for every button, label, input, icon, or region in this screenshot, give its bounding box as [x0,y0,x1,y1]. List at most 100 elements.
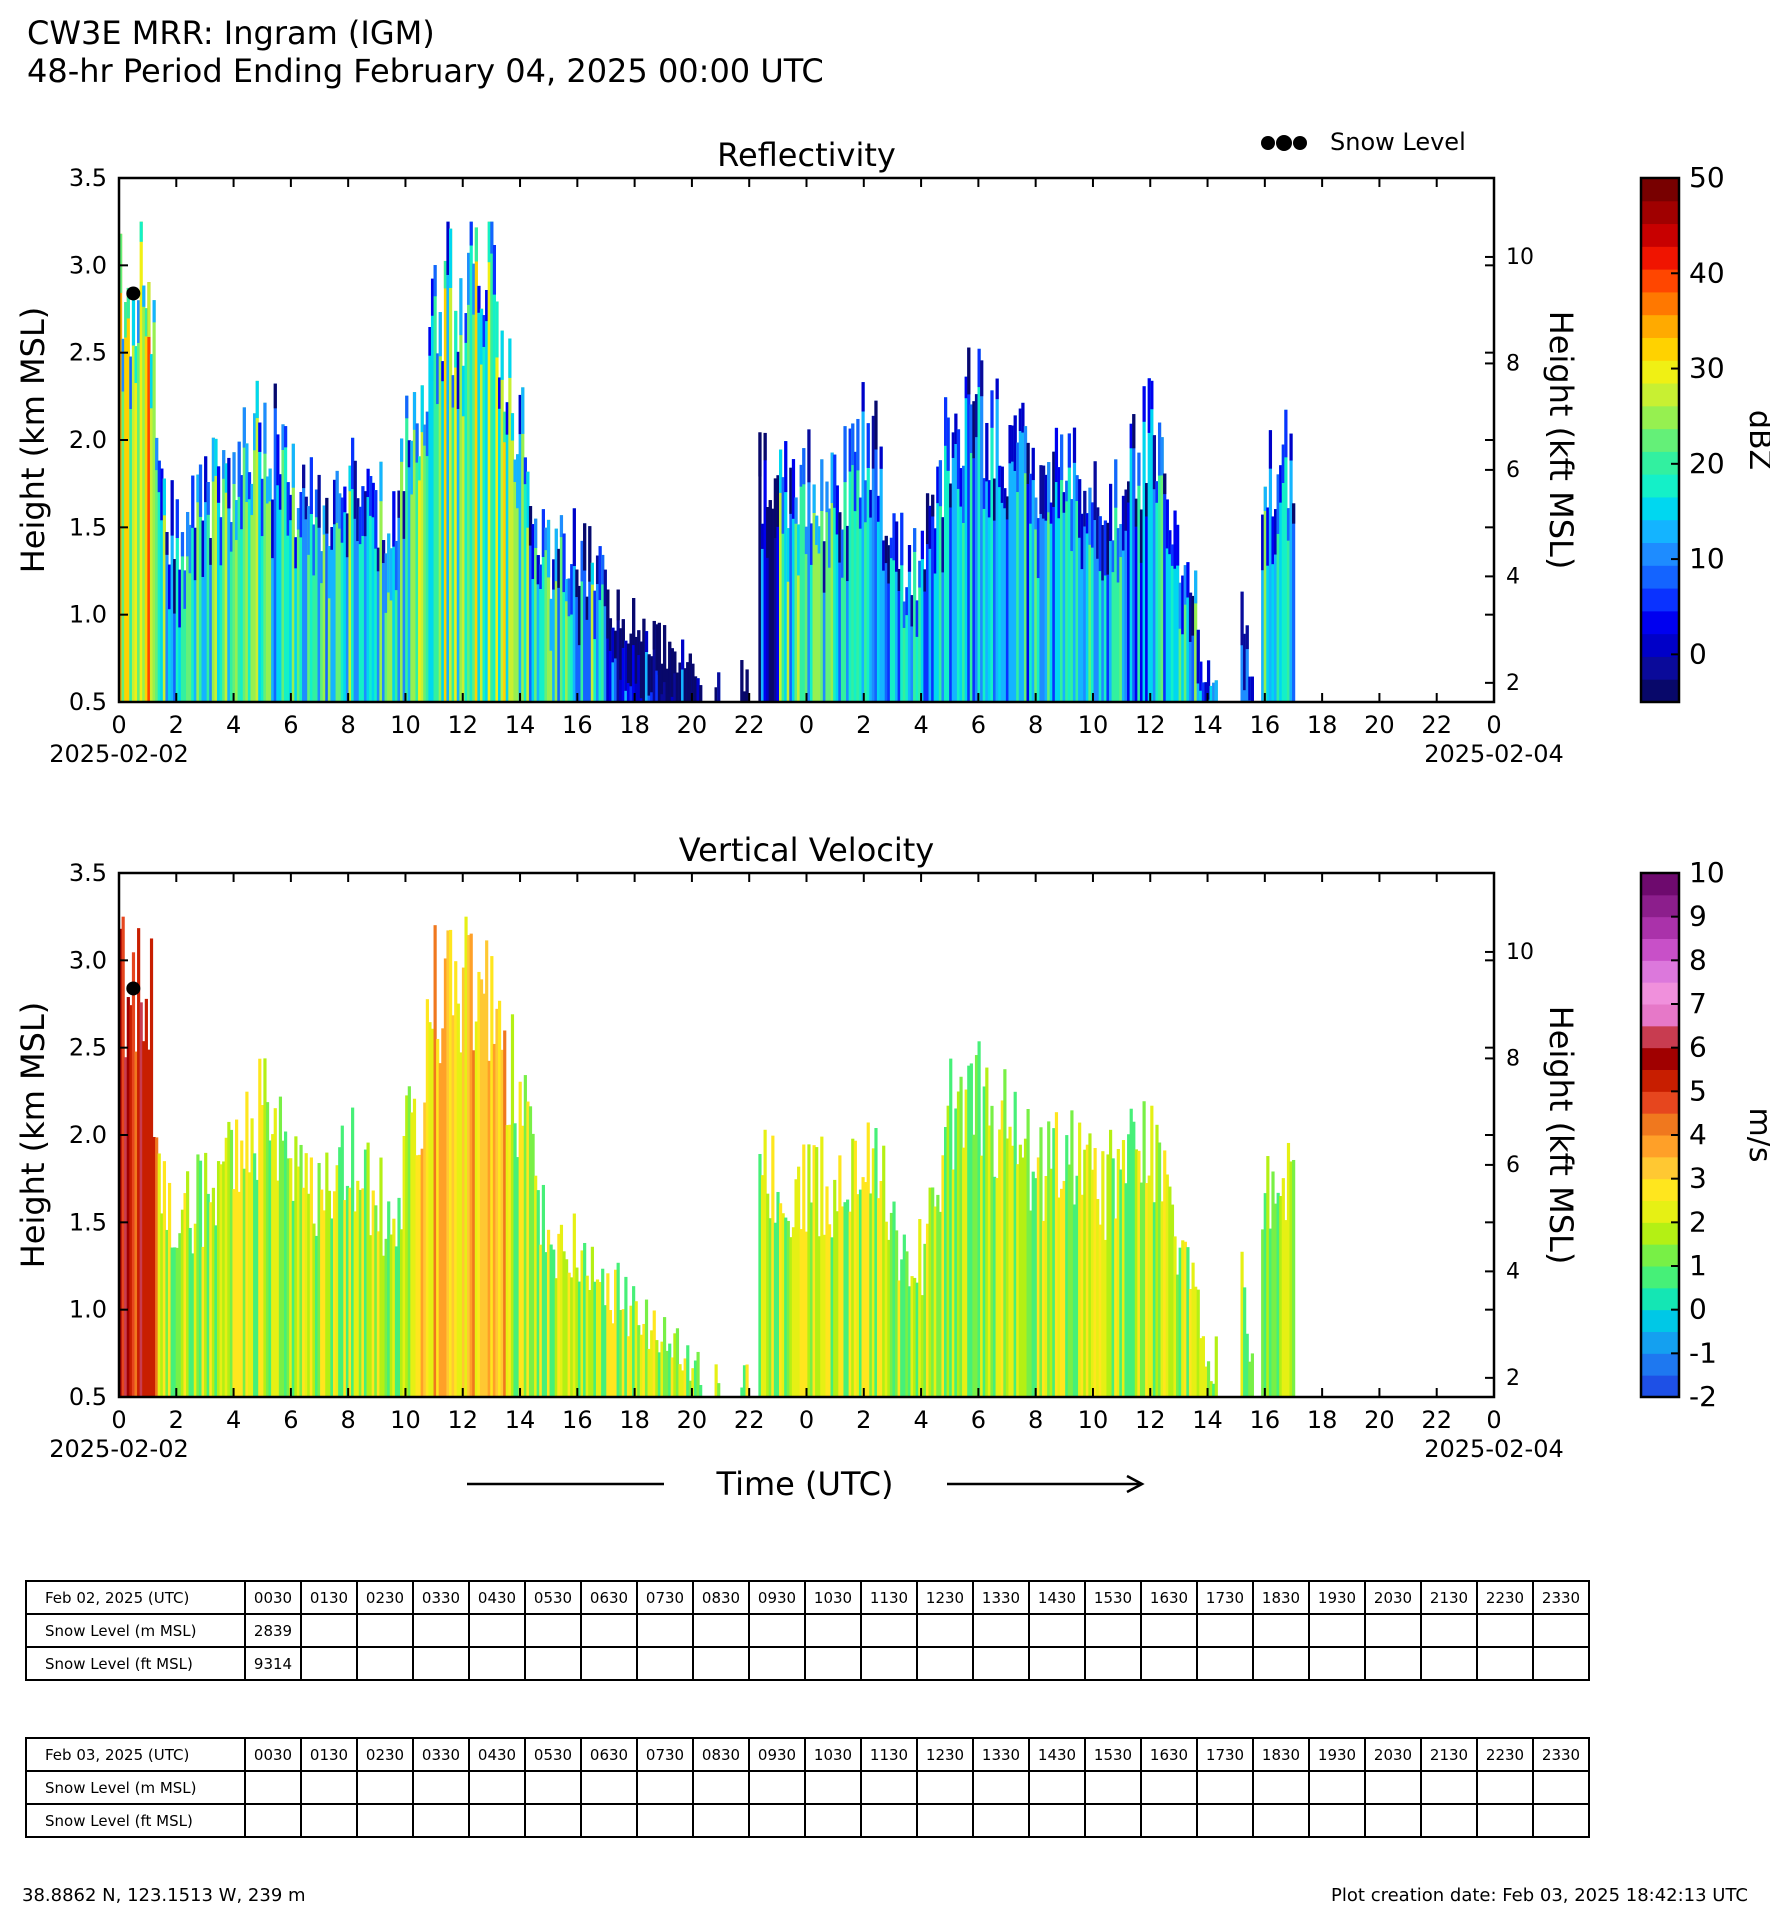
heatmap-column [1134,1149,1138,1397]
heatmap-column [487,1060,491,1397]
table-cell [748,1613,806,1648]
heatmap-column-top [1139,509,1144,563]
heatmap-column [1000,466,1004,702]
heatmap-column [915,1282,919,1397]
heatmap-column [768,500,772,702]
heatmap-column-top [1160,437,1164,476]
x-tick-label: 0 [799,711,814,739]
table-cell [356,1803,414,1838]
heatmap-column [384,553,388,702]
heatmap-column [227,1121,231,1397]
heatmap-column-top [915,600,919,637]
heatmap-column-top [686,662,690,702]
colorbar-segment [1641,1222,1679,1245]
heatmap-column-top [593,590,597,640]
heatmap-column [892,513,896,702]
heatmap-column [271,1134,275,1397]
heatmap-column [497,377,502,702]
heatmap-column [490,221,494,702]
x-tick-label: 10 [390,1406,421,1434]
heatmap-column-top [237,441,241,497]
heatmap-column [536,555,540,702]
heatmap-column [291,443,295,702]
table-cell [1532,1613,1590,1648]
heatmap-column [549,1244,553,1397]
heatmap-column [1261,514,1265,702]
heatmap-column-top [1018,408,1022,432]
heatmap-column [1142,386,1146,702]
heatmap-column [495,301,499,702]
heatmap-column-top [495,301,499,358]
heatmap-column-top [1060,434,1064,481]
heatmap-column [513,459,517,702]
heatmap-column [196,474,200,702]
heatmap-column [467,252,471,703]
heatmap-column-top [822,541,827,593]
heatmap-column [833,1179,837,1397]
heatmap-column [673,651,677,702]
heatmap-column [1134,498,1138,702]
heatmap-column [1008,1126,1012,1397]
heatmap-column [546,519,551,702]
heatmap-column-top [784,441,788,493]
heatmap-column [1139,509,1144,702]
y-tick-label: 1.5 [69,513,107,541]
heatmap-column [580,540,584,702]
heatmap-column [995,1178,999,1397]
heatmap-column [340,497,344,702]
heatmap-column [456,1003,460,1397]
heatmap-column [325,497,329,702]
heatmap-column [1268,430,1273,702]
heatmap-column [170,1247,174,1397]
heatmap-column [371,1190,375,1397]
heatmap-column [900,512,904,702]
heatmap-column [173,1247,177,1397]
heatmap-column [518,394,522,702]
heatmap-column [763,432,767,702]
heatmap-column-top [454,310,458,368]
heatmap-columns [119,221,1296,703]
table-cell [748,1646,806,1681]
heatmap-column [980,1155,984,1397]
heatmap-column-top [559,515,564,538]
heatmap-column [1054,1112,1059,1397]
heatmap-column [784,441,788,702]
heatmap-column [766,1193,770,1397]
heatmap-column [760,1175,765,1397]
heatmap-column-top [142,285,146,307]
heatmap-column [771,1135,775,1397]
heatmap-column-top [660,663,664,695]
heatmap-column-top [389,548,393,601]
heatmap-column [149,938,154,1397]
heatmap-column [928,1187,932,1397]
x-tick-label: 8 [1028,711,1043,739]
heatmap-column-top [758,432,762,477]
heatmap-column [1248,1361,1252,1397]
heatmap-column-top [394,540,399,591]
heatmap-column [1119,524,1123,702]
table-cell: 0930 [748,1580,806,1615]
colorbar-segment [1641,246,1679,270]
heatmap-column [394,540,399,702]
heatmap-column [1101,1151,1105,1397]
heatmap-column [446,221,450,702]
heatmap-column-top [165,532,169,555]
heatmap-column [969,404,973,702]
heatmap-column [931,1187,935,1397]
table-cell [972,1803,1030,1838]
heatmap-column [322,505,326,702]
heatmap-column [204,1152,208,1397]
heatmap-column [302,1187,306,1397]
heatmap-column [848,1211,852,1397]
heatmap-column-top [1248,676,1252,701]
heatmap-column [853,1140,857,1397]
heatmap-column [962,1147,966,1397]
heatmap-column [302,464,306,702]
colorbar-tick-label: 30 [1689,352,1725,385]
heatmap-column-top [340,497,344,543]
heatmap-column-top [959,468,963,507]
heatmap-column [1062,1180,1066,1397]
heatmap-column [536,1190,540,1397]
heatmap-column-top [956,429,961,489]
heatmap-column [567,578,571,702]
